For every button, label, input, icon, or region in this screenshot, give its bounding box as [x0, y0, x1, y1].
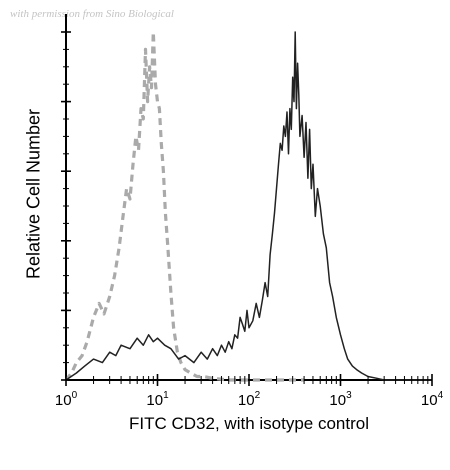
y-axis-label: Relative Cell Number [23, 108, 44, 280]
x-tick-label: 103 [329, 390, 352, 409]
y-axis-ticks [61, 31, 71, 381]
x-tick-label: 104 [421, 390, 444, 409]
x-tick-label: 101 [146, 390, 169, 409]
isotype-control-line [64, 30, 305, 382]
x-axis-ticks: 100 101 102 103 104 [55, 374, 444, 409]
x-tick-label: 102 [238, 390, 261, 409]
watermark-text: with permission from Sino Biological [10, 8, 174, 20]
x-tick-label: 100 [55, 390, 78, 409]
series-layer [64, 30, 432, 382]
x-axis-label: FITC CD32, with isotype control [129, 414, 369, 433]
cd32-line [65, 31, 432, 381]
